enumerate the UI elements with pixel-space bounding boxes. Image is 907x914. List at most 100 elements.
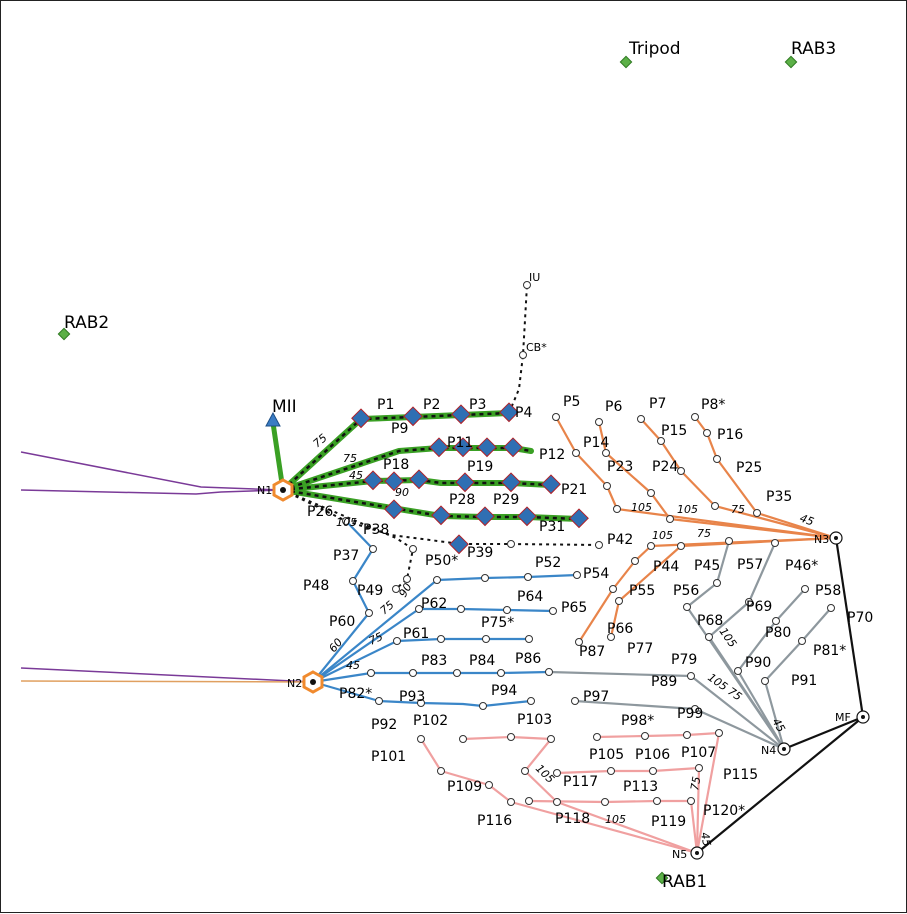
- point[interactable]: [553, 798, 561, 806]
- point[interactable]: [409, 545, 417, 553]
- point[interactable]: [437, 767, 445, 775]
- point[interactable]: [631, 557, 639, 565]
- blue-diamond-icon[interactable]: [431, 505, 451, 526]
- point[interactable]: [481, 574, 489, 582]
- landmarks[interactable]: Tripod RAB3 RAB2 RAB1 MII: [57, 39, 836, 892]
- blue-diamond-icon[interactable]: [384, 471, 404, 492]
- point[interactable]: [683, 603, 691, 611]
- point[interactable]: [415, 605, 423, 613]
- point[interactable]: [601, 798, 609, 806]
- point[interactable]: [527, 697, 535, 705]
- point[interactable]: [417, 735, 425, 743]
- point[interactable]: [573, 571, 581, 579]
- point[interactable]: [433, 576, 441, 584]
- point[interactable]: [545, 668, 553, 676]
- landmark-mii[interactable]: MII: [272, 397, 297, 417]
- green-diamond-icon[interactable]: [619, 55, 633, 69]
- blue-diamond-icon[interactable]: [499, 402, 519, 423]
- node-iu[interactable]: IU: [529, 271, 540, 284]
- node-n5[interactable]: N5: [672, 848, 687, 861]
- point[interactable]: [798, 637, 806, 645]
- green-diamond-icon[interactable]: [655, 871, 669, 885]
- point[interactable]: [417, 699, 425, 707]
- point[interactable]: [459, 735, 467, 743]
- point[interactable]: [479, 702, 487, 710]
- point[interactable]: [375, 697, 383, 705]
- blue-diamond-icon[interactable]: [384, 499, 404, 520]
- node-n4[interactable]: N4: [761, 744, 776, 757]
- node-n1[interactable]: N1: [257, 484, 272, 497]
- point[interactable]: [349, 577, 357, 585]
- point[interactable]: [392, 585, 400, 593]
- blue-diamond-icon[interactable]: [455, 472, 475, 493]
- point[interactable]: [647, 542, 655, 550]
- point[interactable]: [691, 705, 699, 713]
- blue-diamond-icon[interactable]: [449, 534, 469, 555]
- point[interactable]: [547, 735, 555, 743]
- point[interactable]: [549, 607, 557, 615]
- point[interactable]: [552, 413, 560, 421]
- landmark-rab1[interactable]: RAB1: [662, 872, 707, 892]
- point[interactable]: [613, 505, 621, 513]
- point[interactable]: [369, 545, 377, 553]
- point[interactable]: [571, 697, 579, 705]
- blue-diamond-icon[interactable]: [503, 437, 523, 458]
- point[interactable]: [365, 609, 373, 617]
- point[interactable]: [713, 455, 721, 463]
- blue-diamond-icon[interactable]: [517, 506, 537, 527]
- landmark-tripod[interactable]: Tripod: [628, 39, 681, 59]
- point[interactable]: [457, 605, 465, 613]
- point[interactable]: [607, 767, 615, 775]
- point[interactable]: [519, 351, 527, 359]
- point[interactable]: [711, 502, 719, 510]
- point[interactable]: [521, 767, 529, 775]
- point[interactable]: [827, 604, 835, 612]
- blue-diamond-icon[interactable]: [451, 404, 471, 425]
- point[interactable]: [593, 733, 601, 741]
- point[interactable]: [734, 667, 742, 675]
- point-markers[interactable]: [342, 281, 835, 806]
- nodes[interactable]: N1 N2 N3 N4 N5 MF IU CB*: [257, 271, 870, 861]
- point[interactable]: [713, 579, 721, 587]
- landmark-rab2[interactable]: RAB2: [64, 313, 109, 333]
- point[interactable]: [703, 429, 711, 437]
- point[interactable]: [595, 418, 603, 426]
- node-n2[interactable]: N2: [287, 677, 302, 690]
- point[interactable]: [609, 585, 617, 593]
- blue-diamond-icon[interactable]: [569, 508, 589, 529]
- point[interactable]: [342, 517, 350, 525]
- point[interactable]: [553, 769, 561, 777]
- point[interactable]: [503, 606, 511, 614]
- point[interactable]: [715, 729, 723, 737]
- point[interactable]: [649, 767, 657, 775]
- point[interactable]: [524, 573, 532, 581]
- green-diamond-icon[interactable]: [784, 55, 798, 69]
- blue-diamond-icon[interactable]: [351, 408, 371, 429]
- point[interactable]: [753, 509, 761, 517]
- point[interactable]: [691, 413, 699, 421]
- node-mf[interactable]: MF: [835, 711, 851, 724]
- blue-diamond-icon[interactable]: [403, 406, 423, 427]
- point[interactable]: [687, 797, 695, 805]
- point[interactable]: [745, 598, 753, 606]
- point[interactable]: [603, 482, 611, 490]
- point[interactable]: [507, 540, 515, 548]
- point[interactable]: [507, 798, 515, 806]
- point[interactable]: [403, 575, 411, 583]
- point[interactable]: [572, 449, 580, 457]
- point[interactable]: [437, 635, 445, 643]
- node-n3[interactable]: N3: [814, 533, 829, 546]
- point[interactable]: [595, 541, 603, 549]
- point[interactable]: [725, 537, 733, 545]
- blue-diamond-icon[interactable]: [541, 474, 561, 495]
- blue-diamond-icon[interactable]: [429, 437, 449, 458]
- blue-diamond-icon[interactable]: [475, 506, 495, 527]
- landmark-rab3[interactable]: RAB3: [791, 39, 836, 59]
- point[interactable]: [761, 677, 769, 685]
- blue-diamond-icon[interactable]: [453, 437, 473, 458]
- point[interactable]: [575, 638, 583, 646]
- point[interactable]: [653, 797, 661, 805]
- point[interactable]: [485, 781, 493, 789]
- point[interactable]: [705, 633, 713, 641]
